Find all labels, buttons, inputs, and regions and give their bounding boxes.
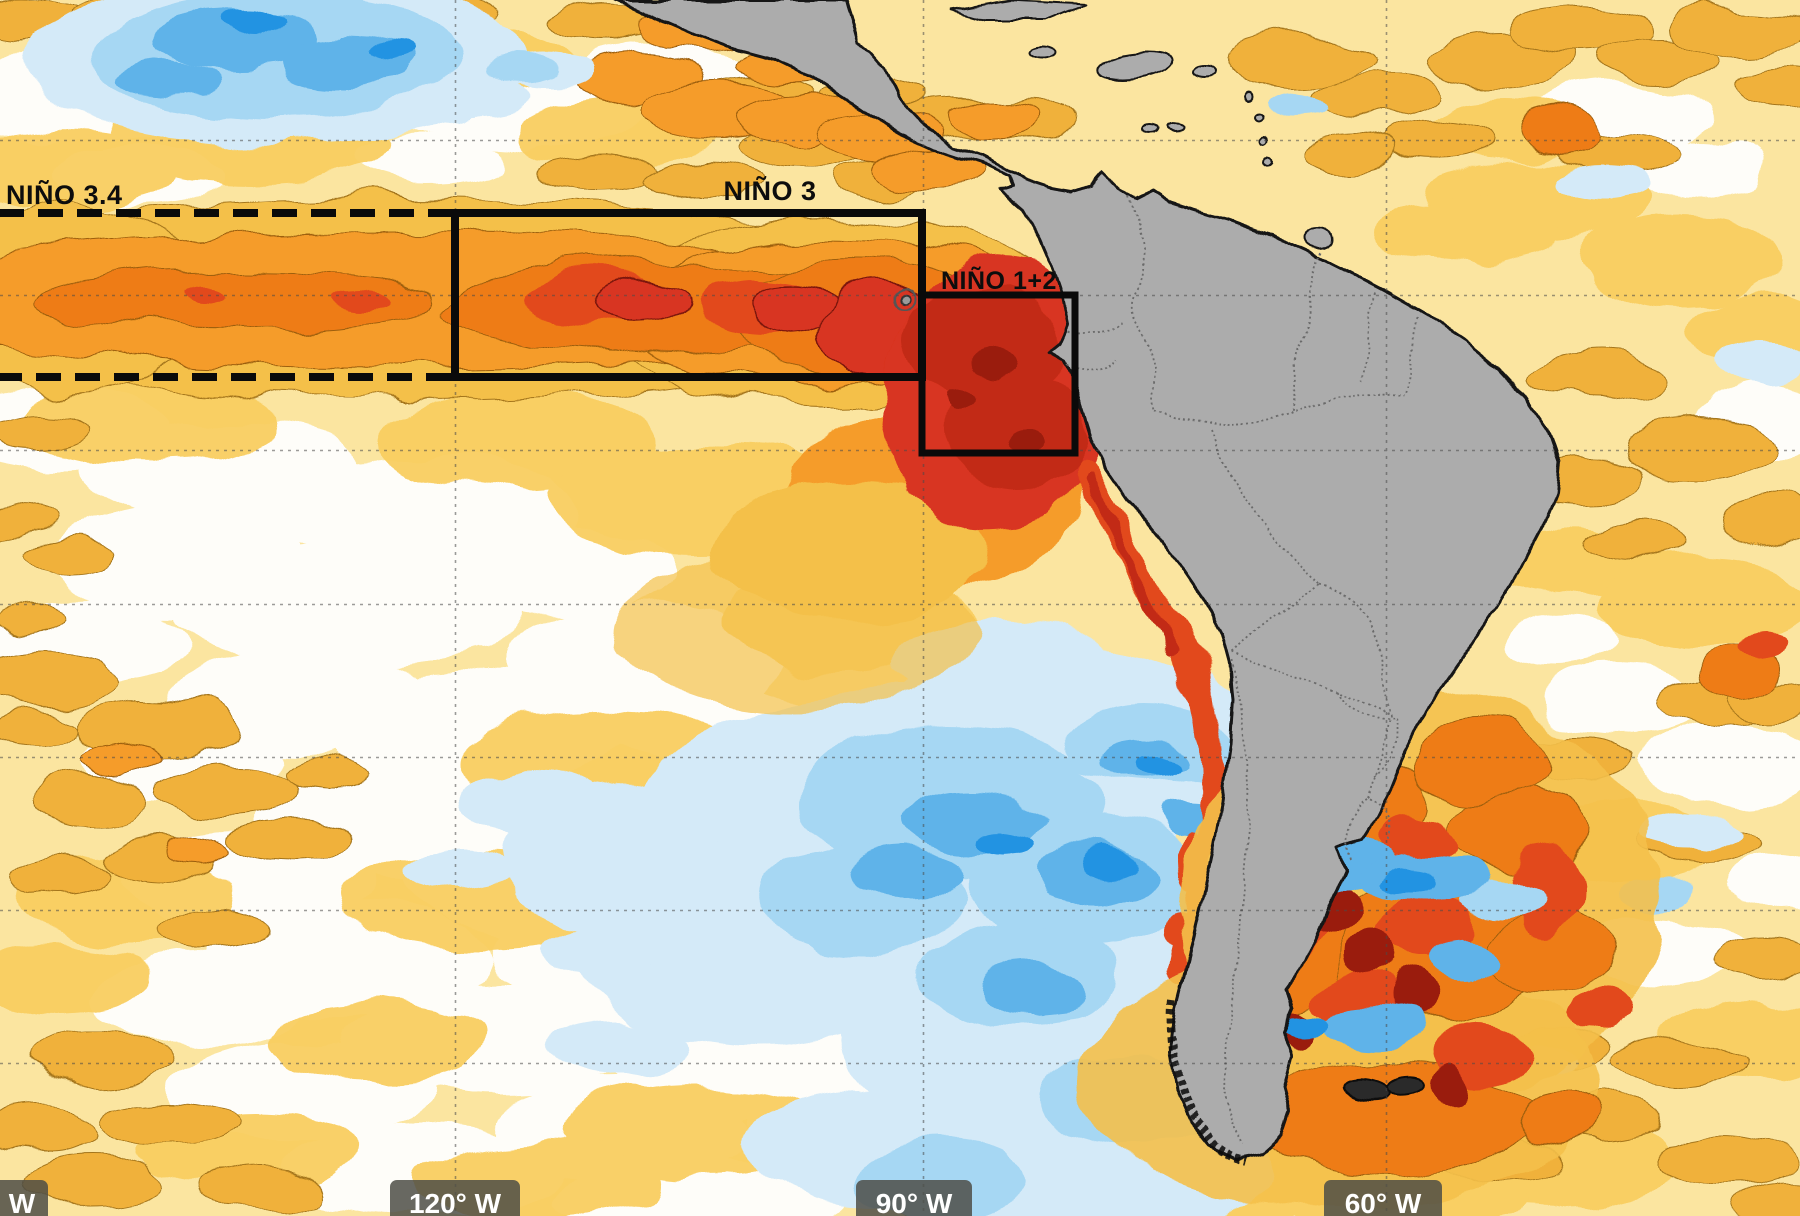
- antilles-islet: [1253, 113, 1263, 123]
- antilles-islet: [1263, 157, 1273, 167]
- longitude-chip-60w-text: 60° W: [1345, 1188, 1422, 1216]
- curacao-islet: [1143, 123, 1161, 133]
- longitude-chip-150w: W: [0, 1180, 48, 1216]
- cool-anomaly-patches: [30, 0, 1800, 1216]
- nino12-box: [918, 291, 1079, 457]
- longitude-chip-60w: 60° W: [1324, 1180, 1442, 1216]
- jamaica-island: [1027, 45, 1057, 59]
- nino12-warm-pool: [620, 261, 1222, 986]
- nino12-label: NIÑO 1+2: [941, 265, 1057, 295]
- nino34-label: NIÑO 3.4: [6, 179, 123, 210]
- puerto-rico-island: [1192, 65, 1218, 79]
- longitude-chip-90w-text: 90° W: [876, 1188, 953, 1216]
- nino3-label: NIÑO 3: [723, 175, 816, 206]
- nino34-box: [0, 209, 459, 381]
- longitude-chip-120w-text: 120° W: [409, 1188, 502, 1216]
- caribbean-islands: [949, 0, 1333, 249]
- falkland-islands: [1341, 1076, 1423, 1102]
- nino-region-labels: NIÑO 3.4 NIÑO 3 NIÑO 1+2: [6, 175, 1057, 295]
- patagonia-fjord-coast: [1166, 999, 1248, 1167]
- longitude-chip-90w: 90° W: [856, 1180, 972, 1216]
- longitude-chip-120w: 120° W: [390, 1180, 520, 1216]
- hispaniola-island: [1096, 51, 1174, 81]
- antilles-islet: [1245, 91, 1255, 101]
- central-south-america: [615, 0, 1561, 1162]
- country-borders: [1065, 195, 1419, 1145]
- longitude-chip-150w-text: W: [9, 1188, 36, 1216]
- trinidad-island: [1303, 227, 1333, 249]
- longitude-labels: W 120° W 90° W 60° W: [0, 1180, 1442, 1216]
- americas-landmass: [615, 0, 1561, 1167]
- nino-region-boxes: [0, 209, 1079, 457]
- cuba-island: [949, 0, 1086, 21]
- bonaire-islet: [1167, 121, 1185, 131]
